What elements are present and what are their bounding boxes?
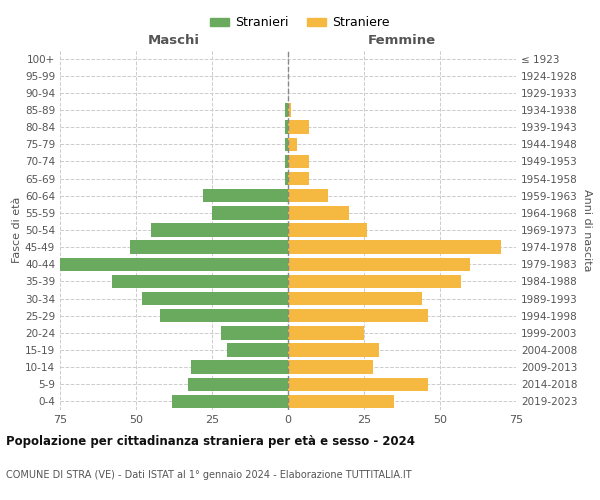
- Bar: [288, 344, 379, 356]
- Bar: [285, 172, 288, 186]
- Legend: Stranieri, Straniere: Stranieri, Straniere: [205, 11, 395, 34]
- Text: Popolazione per cittadinanza straniera per età e sesso - 2024: Popolazione per cittadinanza straniera p…: [6, 435, 415, 448]
- Bar: [288, 360, 373, 374]
- Bar: [288, 104, 291, 117]
- Bar: [130, 240, 288, 254]
- Bar: [288, 206, 349, 220]
- Bar: [285, 154, 288, 168]
- Bar: [227, 344, 288, 356]
- Y-axis label: Fasce di età: Fasce di età: [12, 197, 22, 263]
- Bar: [112, 274, 288, 288]
- Text: Maschi: Maschi: [148, 34, 200, 46]
- Bar: [288, 120, 309, 134]
- Bar: [288, 224, 367, 236]
- Bar: [285, 138, 288, 151]
- Bar: [288, 258, 470, 271]
- Bar: [288, 240, 501, 254]
- Bar: [188, 378, 288, 391]
- Bar: [191, 360, 288, 374]
- Bar: [203, 189, 288, 202]
- Bar: [288, 274, 461, 288]
- Bar: [288, 394, 394, 408]
- Bar: [285, 120, 288, 134]
- Text: Femmine: Femmine: [368, 34, 436, 46]
- Bar: [212, 206, 288, 220]
- Y-axis label: Anni di nascita: Anni di nascita: [581, 188, 592, 271]
- Bar: [142, 292, 288, 306]
- Bar: [60, 258, 288, 271]
- Bar: [288, 172, 309, 186]
- Bar: [288, 326, 364, 340]
- Bar: [288, 189, 328, 202]
- Bar: [285, 104, 288, 117]
- Bar: [160, 309, 288, 322]
- Bar: [288, 154, 309, 168]
- Text: COMUNE DI STRA (VE) - Dati ISTAT al 1° gennaio 2024 - Elaborazione TUTTITALIA.IT: COMUNE DI STRA (VE) - Dati ISTAT al 1° g…: [6, 470, 412, 480]
- Bar: [288, 309, 428, 322]
- Bar: [221, 326, 288, 340]
- Bar: [288, 138, 297, 151]
- Bar: [288, 378, 428, 391]
- Bar: [172, 394, 288, 408]
- Bar: [151, 224, 288, 236]
- Bar: [288, 292, 422, 306]
